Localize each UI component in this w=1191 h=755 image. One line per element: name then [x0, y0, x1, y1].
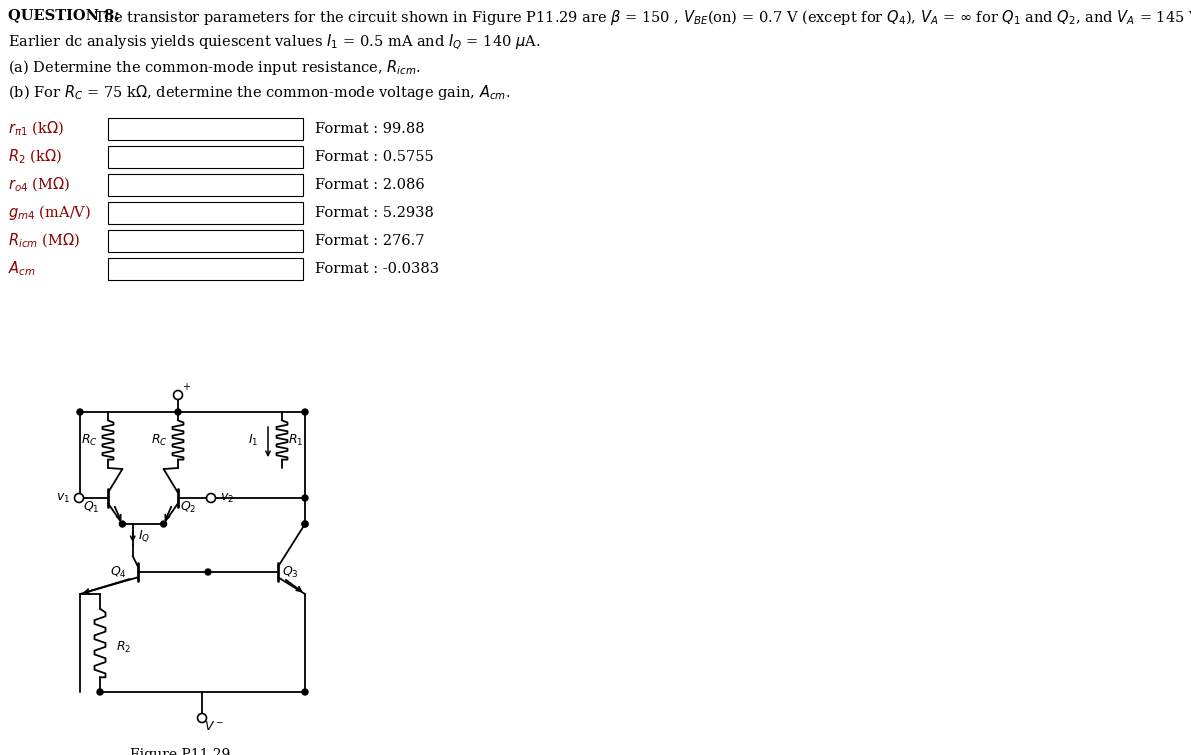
- Text: Earlier dc analysis yields quiescent values $I_1$ = 0.5 mA and $I_Q$ = 140 $\mu$: Earlier dc analysis yields quiescent val…: [8, 33, 541, 52]
- Text: $A_{cm}$: $A_{cm}$: [8, 260, 36, 279]
- Bar: [108, 202, 303, 224]
- Circle shape: [161, 521, 167, 527]
- Text: Format : 0.5755: Format : 0.5755: [314, 150, 434, 164]
- Text: $V^-$: $V^-$: [204, 720, 224, 733]
- Text: Figure P11.29: Figure P11.29: [130, 748, 230, 755]
- Text: $R_{icm}$ (M$\Omega$): $R_{icm}$ (M$\Omega$): [8, 232, 80, 250]
- Text: $Q_3$: $Q_3$: [282, 565, 299, 580]
- Text: $R_1$: $R_1$: [288, 433, 304, 448]
- Bar: [108, 174, 303, 196]
- Text: $r_{o4}$ (M$\Omega$): $r_{o4}$ (M$\Omega$): [8, 176, 70, 194]
- Text: $v_1$: $v_1$: [56, 492, 70, 504]
- Text: Format : 5.2938: Format : 5.2938: [314, 206, 434, 220]
- Circle shape: [96, 689, 102, 695]
- Text: $Q_1$: $Q_1$: [83, 500, 100, 515]
- Circle shape: [175, 409, 181, 415]
- Bar: [108, 118, 303, 140]
- Text: $I_1$: $I_1$: [248, 433, 258, 448]
- Circle shape: [119, 521, 125, 527]
- Circle shape: [206, 494, 216, 503]
- Circle shape: [303, 409, 308, 415]
- Text: $R_C$: $R_C$: [81, 433, 98, 448]
- Text: Format : 2.086: Format : 2.086: [314, 178, 425, 192]
- Bar: [108, 258, 303, 280]
- Circle shape: [174, 390, 182, 399]
- Circle shape: [303, 495, 308, 501]
- Text: $R_2$ (k$\Omega$): $R_2$ (k$\Omega$): [8, 148, 62, 166]
- Text: Format : 99.88: Format : 99.88: [314, 122, 425, 136]
- Text: $Q_4$: $Q_4$: [110, 565, 126, 580]
- Circle shape: [205, 569, 211, 575]
- Bar: [108, 230, 303, 252]
- Text: $r_{\pi1}$ (k$\Omega$): $r_{\pi1}$ (k$\Omega$): [8, 120, 64, 138]
- Text: (b) For $R_C$ = 75 k$\Omega$, determine the common-mode voltage gain, $A_{cm}$.: (b) For $R_C$ = 75 k$\Omega$, determine …: [8, 83, 511, 102]
- Circle shape: [303, 521, 308, 527]
- Text: $g_{m4}$ (mA/V): $g_{m4}$ (mA/V): [8, 204, 92, 223]
- Circle shape: [75, 494, 83, 503]
- Text: The transistor parameters for the circuit shown in Figure P11.29 are $\beta$ = 1: The transistor parameters for the circui…: [94, 8, 1191, 27]
- Circle shape: [303, 521, 308, 527]
- Text: QUESTION 8:: QUESTION 8:: [8, 8, 120, 22]
- Text: (a) Determine the common-mode input resistance, $R_{icm}$.: (a) Determine the common-mode input resi…: [8, 58, 420, 77]
- Text: Format : -0.0383: Format : -0.0383: [314, 262, 439, 276]
- Circle shape: [303, 689, 308, 695]
- Text: Format : 276.7: Format : 276.7: [314, 234, 424, 248]
- Circle shape: [198, 713, 206, 723]
- Text: $+$: $+$: [182, 381, 191, 392]
- Text: $R_C$: $R_C$: [150, 433, 168, 448]
- Text: $Q_2$: $Q_2$: [180, 500, 197, 515]
- Circle shape: [77, 409, 83, 415]
- Text: $R_2$: $R_2$: [116, 639, 131, 655]
- Text: $v_2$: $v_2$: [220, 492, 233, 504]
- Text: $I_Q$: $I_Q$: [138, 528, 150, 544]
- Bar: [108, 146, 303, 168]
